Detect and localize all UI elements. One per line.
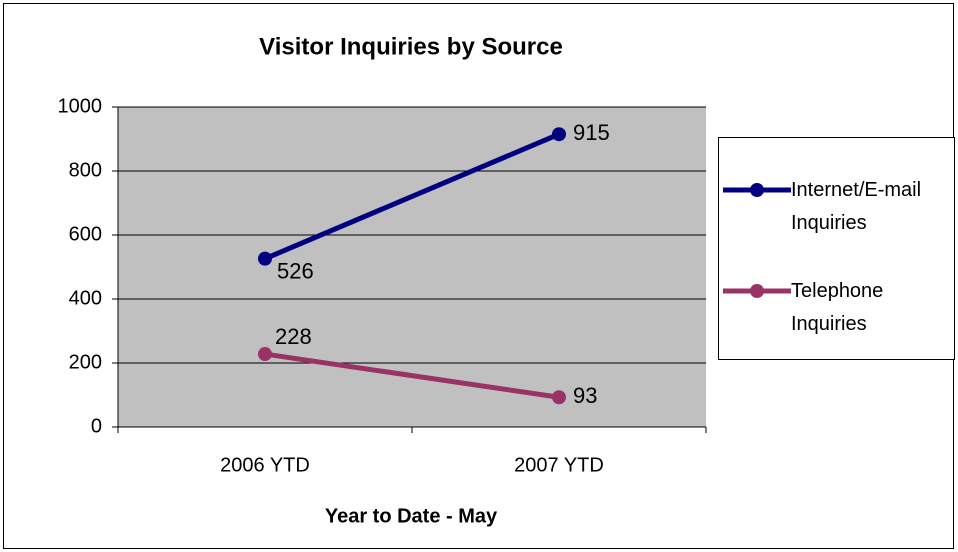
legend-marker [750, 183, 764, 197]
y-tick-label: 400 [69, 287, 102, 309]
y-tick-label: 600 [69, 223, 102, 245]
legend-label: Internet/E-mail Inquiries [791, 179, 922, 234]
legend-marker [750, 284, 764, 298]
y-tick-label: 1000 [58, 95, 103, 117]
data-point [258, 347, 272, 362]
data-point [258, 251, 272, 266]
data-point [552, 127, 566, 142]
y-tick-label: 0 [91, 415, 102, 437]
legend: Internet/E-mail Inquiries Telephone Inqui… [718, 137, 955, 360]
y-tick-label: 200 [69, 351, 102, 373]
x-tick-label: 2007 YTD [514, 454, 604, 476]
legend-entry: Telephone Inquiries [723, 279, 956, 341]
x-tick-label: 2006 YTD [220, 454, 310, 476]
x-axis-label: Year to Date - May [325, 505, 498, 527]
legend-entry: Internet/E-mail Inquiries [723, 178, 956, 240]
legend-swatch [723, 284, 791, 298]
data-point [552, 390, 566, 405]
chart-title: Visitor Inquiries by Source [259, 33, 563, 60]
legend-label: Telephone Inquiries [791, 280, 884, 335]
data-label: 228 [275, 324, 312, 349]
data-label: 915 [573, 120, 610, 145]
data-label: 93 [573, 383, 597, 408]
series-line [264, 131, 560, 261]
legend-swatch [723, 183, 791, 197]
series-line [264, 351, 560, 400]
y-tick-label: 800 [69, 159, 102, 181]
data-label: 526 [277, 258, 314, 283]
plot-area [118, 107, 706, 427]
